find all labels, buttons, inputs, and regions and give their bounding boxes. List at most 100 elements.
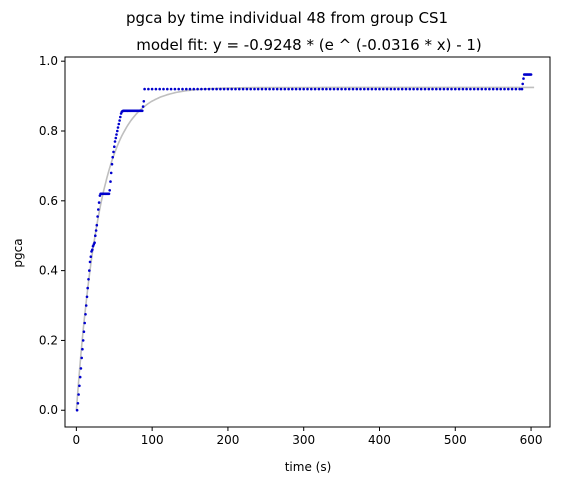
data-point — [177, 87, 180, 91]
y-tick-label: 0.4 — [39, 264, 58, 278]
data-point — [108, 189, 111, 192]
data-point — [446, 87, 450, 91]
data-point — [192, 87, 196, 91]
data-point — [287, 87, 290, 91]
data-point — [76, 402, 80, 405]
data-point — [256, 87, 260, 91]
data-point — [347, 87, 351, 91]
data-point — [219, 87, 222, 91]
data-point — [416, 87, 419, 91]
y-tick-label: 0.2 — [39, 333, 58, 347]
data-point — [215, 87, 218, 91]
data-point — [351, 87, 355, 91]
data-point — [96, 215, 99, 218]
data-point — [118, 119, 121, 122]
data-point — [84, 304, 88, 307]
data-point — [313, 87, 317, 91]
data-point — [408, 87, 412, 91]
data-point — [378, 87, 381, 91]
data-point — [88, 260, 92, 264]
data-point — [226, 87, 230, 91]
data-point — [325, 87, 328, 91]
data-point — [181, 87, 184, 91]
data-point — [119, 115, 122, 119]
data-point — [234, 87, 237, 91]
data-point — [291, 87, 294, 91]
data-point — [141, 109, 144, 113]
data-point — [438, 87, 442, 91]
data-point — [111, 155, 114, 159]
chart-title: pgca by time individual 48 from group CS… — [126, 9, 448, 27]
data-point — [95, 223, 99, 227]
data-point — [520, 87, 524, 91]
data-point — [404, 87, 408, 91]
x-tick-label: 300 — [292, 433, 315, 447]
data-point — [94, 234, 97, 237]
data-point — [310, 87, 313, 91]
data-point — [423, 87, 427, 91]
data-point — [366, 87, 370, 91]
data-point — [488, 87, 491, 91]
y-tick-label: 0.8 — [39, 124, 58, 138]
data-point — [141, 105, 145, 108]
data-point — [94, 229, 98, 232]
data-point — [363, 87, 366, 91]
data-point — [249, 87, 252, 91]
data-point — [454, 87, 457, 91]
data-point — [78, 375, 82, 379]
data-point — [88, 269, 91, 272]
data-point — [97, 201, 101, 204]
data-point — [427, 87, 431, 91]
data-point — [442, 87, 446, 91]
data-point — [154, 87, 158, 91]
data-point — [80, 356, 83, 360]
data-point — [457, 87, 461, 91]
data-point — [91, 248, 94, 251]
data-point — [143, 87, 146, 91]
data-point — [507, 87, 510, 91]
data-point — [283, 87, 287, 91]
data-point — [484, 87, 487, 91]
data-point — [268, 87, 271, 91]
y-tick-label: 0.0 — [39, 403, 58, 417]
data-point — [81, 339, 85, 342]
data-point — [253, 87, 256, 91]
data-point — [110, 162, 114, 166]
plot-frame — [64, 56, 551, 428]
data-point — [521, 82, 524, 86]
data-point — [116, 126, 120, 129]
data-point — [150, 87, 154, 91]
data-point — [77, 393, 80, 396]
data-point — [476, 87, 480, 91]
data-point — [510, 87, 514, 91]
data-point — [162, 87, 165, 91]
axis-ticks: 0 100 200 300 400 500 600 0.0 0.2 0.4 0.6 0.8 1.0 — [39, 54, 543, 447]
data-point — [97, 208, 100, 211]
data-point — [275, 87, 279, 91]
data-point — [207, 87, 211, 91]
data-point — [393, 87, 396, 91]
data-point — [81, 347, 84, 351]
data-point — [93, 241, 96, 244]
data-point — [518, 87, 521, 91]
data-point — [222, 87, 226, 91]
data-point — [469, 87, 472, 91]
data-point — [370, 87, 374, 91]
data-point — [298, 87, 302, 91]
data-point — [385, 87, 389, 91]
x-tick-label: 400 — [368, 433, 391, 447]
data-point — [200, 87, 203, 91]
data-point — [431, 87, 434, 91]
data-point — [461, 87, 465, 91]
data-point — [113, 140, 117, 143]
data-point — [336, 87, 340, 91]
data-point — [514, 87, 518, 91]
data-point — [83, 321, 86, 325]
model-fit-line — [75, 86, 535, 411]
data-point — [344, 87, 347, 91]
data-point — [340, 87, 343, 91]
fit-line-layer — [75, 86, 535, 411]
data-point — [495, 87, 499, 91]
data-point — [419, 87, 423, 91]
